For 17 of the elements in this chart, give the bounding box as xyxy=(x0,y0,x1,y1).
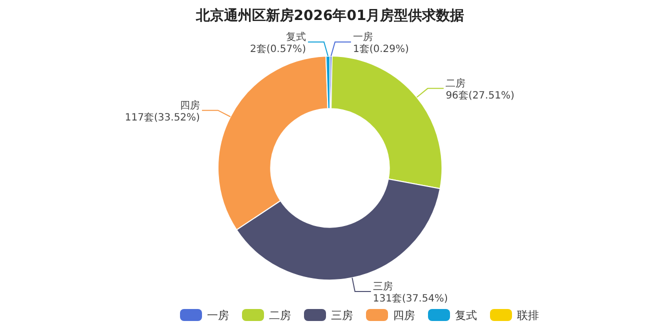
slice-label: 三房 xyxy=(372,280,393,293)
slice-label: 复式 xyxy=(286,31,306,43)
slice-label: 二房 xyxy=(446,77,466,90)
data-label: 2套(0.57%) xyxy=(250,43,306,55)
legend-label: 复式 xyxy=(455,309,477,322)
legend-label: 四房 xyxy=(393,309,415,322)
legend-label: 一房 xyxy=(207,309,229,322)
legend-label: 联排 xyxy=(517,309,539,322)
legend-label: 三房 xyxy=(331,309,353,322)
slice-label: 一房 xyxy=(353,31,374,43)
slice-label: 四房 xyxy=(180,99,200,112)
data-label: 131套(37.54%) xyxy=(372,292,448,305)
legend-label: 二房 xyxy=(269,309,291,322)
data-label: 117套(33.52%) xyxy=(124,111,200,124)
chart-title: 北京通州区新房2026年01月房型供求数据 xyxy=(194,7,464,24)
data-label: 96套(27.51%) xyxy=(446,89,514,102)
data-label: 1套(0.29%) xyxy=(353,43,410,55)
